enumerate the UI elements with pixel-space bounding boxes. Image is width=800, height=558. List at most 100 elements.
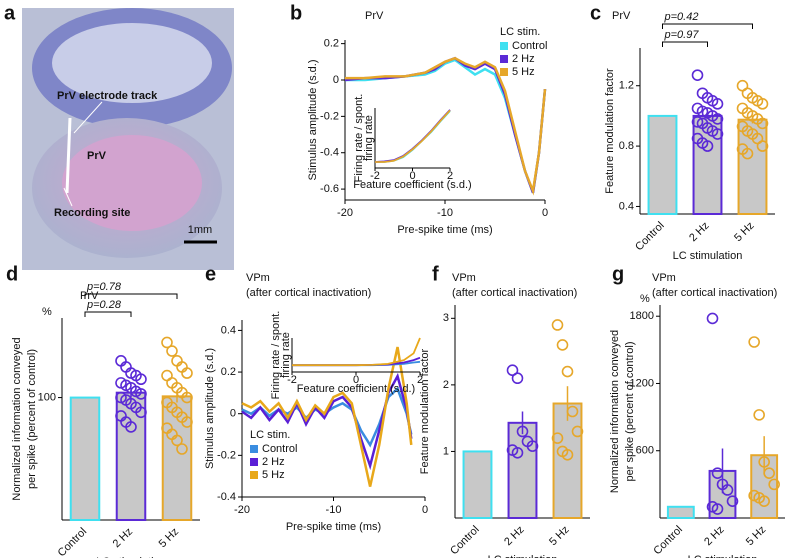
y-axis-label: Firing rate / spont. — [353, 94, 365, 183]
bar — [647, 114, 678, 215]
p-value: p=0.28 — [86, 299, 122, 311]
x-axis-label: LC stimulation — [96, 556, 166, 558]
data-point — [556, 339, 569, 351]
data-point — [135, 373, 147, 386]
x-tick-label: Control — [633, 220, 667, 254]
panel-title: VPm — [246, 272, 270, 284]
inset-x-tick-label: 0 — [353, 374, 359, 386]
y-tick-label: 0.8 — [619, 140, 634, 152]
y-tick-label: -0.4 — [320, 147, 339, 159]
y-axis-label: Stimulus amplitude (s.d.) — [204, 348, 216, 469]
y-axis-label: firing rate — [280, 332, 292, 378]
x-axis-label: Pre-spike time (ms) — [286, 521, 381, 533]
y-axis-label: Normalized information conveyed — [11, 337, 23, 500]
y-tick-label: 1 — [443, 445, 449, 457]
label-pointer — [73, 101, 103, 134]
y-tick-label: 3 — [443, 312, 449, 324]
legend-swatch — [500, 55, 508, 63]
x-tick-label: -10 — [326, 504, 342, 516]
y-unit: % — [42, 306, 52, 318]
x-tick-label: 5 Hz — [732, 220, 756, 244]
data-point — [711, 98, 724, 110]
bar — [69, 396, 101, 521]
inset-x-axis-label: Feature coefficient (s.d.) — [297, 383, 415, 395]
data-point — [696, 105, 709, 118]
data-point — [561, 365, 574, 378]
panel-letter: e — [205, 263, 216, 285]
y-tick-label: 1.2 — [619, 80, 634, 92]
p-value: p=0.97 — [664, 29, 700, 41]
y-axis-label: Feature modulation factor — [419, 348, 431, 474]
data-point — [711, 467, 724, 479]
bar — [115, 391, 147, 522]
data-point — [511, 372, 524, 385]
y-tick-label: 0.2 — [221, 366, 236, 378]
data-point — [756, 140, 769, 152]
legend-swatch — [250, 458, 258, 466]
data-point — [551, 432, 564, 444]
data-point — [691, 69, 704, 81]
x-tick-label: -10 — [437, 207, 453, 219]
legend-label: 2 Hz — [512, 53, 535, 65]
y-tick-label: 2 — [443, 379, 449, 391]
data-point — [511, 446, 524, 459]
legend-title: LC stim. — [250, 429, 290, 441]
y-tick-label: 0.4 — [221, 324, 236, 336]
legend-swatch — [250, 471, 258, 479]
inset-line — [375, 110, 451, 163]
legend-swatch — [500, 42, 508, 50]
legend-swatch — [500, 68, 508, 76]
x-axis-label: Pre-spike time (ms) — [397, 224, 492, 236]
data-point — [561, 448, 574, 461]
legend-title: LC stim. — [500, 26, 540, 38]
significance-bracket — [84, 311, 132, 317]
y-axis-label: Stimulus amplitude (s.d.) — [307, 59, 319, 180]
y-tick-label: -0.6 — [320, 183, 339, 195]
data-point — [125, 421, 137, 433]
y-axis-label: per spike (percent of control) — [26, 349, 38, 489]
brainstem-core — [62, 135, 202, 231]
data-point — [181, 416, 193, 428]
data-point — [506, 364, 519, 377]
y-tick-label: -0.2 — [320, 110, 339, 122]
data-point — [711, 503, 724, 515]
image-label: PrV electrode track — [57, 90, 158, 102]
y-tick-label: 100 — [38, 391, 56, 403]
y-tick-label: 0.4 — [619, 200, 634, 212]
data-point — [181, 391, 193, 404]
x-axis-label: LC stimulation — [673, 250, 743, 262]
bar — [666, 505, 695, 519]
data-point — [758, 495, 770, 507]
p-value: p=0.78 — [86, 281, 122, 293]
x-axis-label: LC stimulation — [488, 554, 558, 558]
y-tick-label: -0.2 — [217, 449, 236, 461]
y-axis-label: per spike (percent of control) — [624, 341, 636, 481]
significance-bracket — [662, 41, 708, 47]
series-line — [345, 56, 547, 196]
x-tick-label: Control — [651, 524, 685, 558]
data-point — [763, 467, 775, 479]
data-point — [701, 140, 714, 152]
panel-subtitle: (after cortical inactivation) — [452, 287, 577, 299]
x-tick-label: 5 Hz — [157, 526, 181, 550]
data-point — [566, 405, 579, 418]
inset-line — [374, 109, 451, 163]
inset-x-axis-label: Feature coefficient (s.d.) — [353, 179, 471, 191]
y-tick-label: 600 — [636, 445, 654, 457]
data-point — [748, 336, 760, 348]
data-point — [551, 319, 564, 331]
inset-line — [292, 337, 421, 367]
x-tick-label: 2 Hz — [502, 524, 526, 548]
data-point — [768, 478, 780, 491]
inset-line — [375, 109, 451, 163]
x-tick-label: -20 — [337, 207, 353, 219]
x-tick-label: 5 Hz — [547, 524, 571, 548]
data-point — [161, 369, 173, 382]
x-tick-label: 0 — [542, 207, 548, 219]
x-tick-label: 0 — [422, 504, 428, 516]
y-axis-label: Normalized information conveyed — [609, 330, 621, 493]
inset-x-tick-label: -2 — [287, 374, 297, 386]
p-value: p=0.42 — [664, 11, 699, 23]
y-tick-label: 1800 — [630, 310, 654, 322]
data-point — [706, 312, 719, 325]
